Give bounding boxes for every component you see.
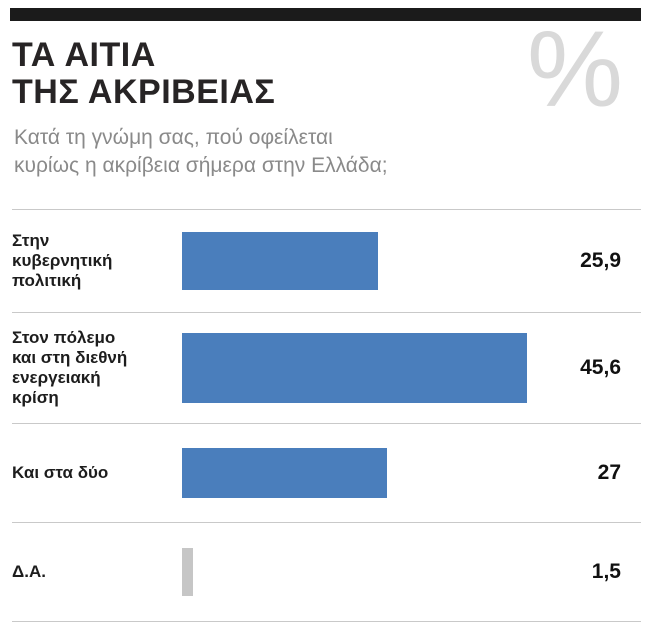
category-label: Στον πόλεμο και στη διεθνή ενεργειακή κρ… <box>12 328 128 408</box>
chart-row-both: Και στα δύο 27 <box>12 423 641 522</box>
page-title: ΤΑ ΑΙΤΙΑ ΤΗΣ ΑΚΡΙΒΕΙΑΣ <box>12 36 276 111</box>
chart-header: % ΤΑ ΑΙΤΙΑ ΤΗΣ ΑΚΡΙΒΕΙΑΣ Κατά τη γνώμη σ… <box>0 15 651 179</box>
bar <box>182 333 528 404</box>
bar <box>182 232 379 291</box>
chart-subtitle: Κατά τη γνώμη σας, πού οφείλεται κυρίως … <box>14 126 388 177</box>
poll-chart-page: % ΤΑ ΑΙΤΙΑ ΤΗΣ ΑΚΡΙΒΕΙΑΣ Κατά τη γνώμη σ… <box>0 8 651 622</box>
bar-track <box>182 225 538 297</box>
category-label: Δ.Α. <box>12 562 46 582</box>
bar <box>182 448 387 499</box>
value-label: 27 <box>597 461 621 485</box>
top-black-rule <box>10 8 641 21</box>
value-label: 25,9 <box>580 249 621 273</box>
bar-track <box>182 437 538 509</box>
bar-chart: Στην κυβερνητική πολιτική 25,9 Στον πόλε… <box>12 209 641 622</box>
value-label: 45,6 <box>580 356 621 380</box>
value-label: 1,5 <box>591 560 621 584</box>
category-label: Και στα δύο <box>12 463 109 483</box>
category-label: Στην κυβερνητική πολιτική <box>12 230 113 291</box>
chart-row-no-answer: Δ.Α. 1,5 <box>12 522 641 621</box>
percent-watermark: % <box>526 8 623 129</box>
bar-track <box>182 536 538 608</box>
chart-row-war-energy-crisis: Στον πόλεμο και στη διεθνή ενεργειακή κρ… <box>12 312 641 423</box>
chart-row-government-policy: Στην κυβερνητική πολιτική 25,9 <box>12 209 641 312</box>
bar <box>182 548 194 597</box>
bar-track <box>182 332 538 404</box>
